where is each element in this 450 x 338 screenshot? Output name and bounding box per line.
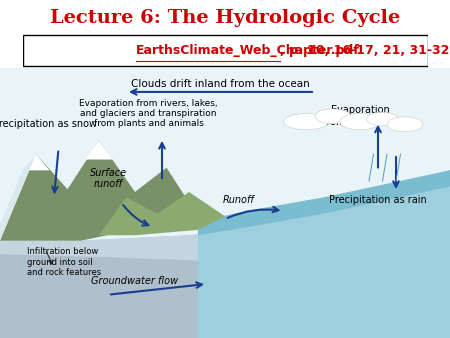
Polygon shape <box>0 154 36 241</box>
Text: Lecture 6: The Hydrologic Cycle: Lecture 6: The Hydrologic Cycle <box>50 9 400 27</box>
Polygon shape <box>198 170 450 338</box>
Text: Precipitation as rain: Precipitation as rain <box>329 195 427 205</box>
Ellipse shape <box>315 109 351 124</box>
Ellipse shape <box>367 112 398 126</box>
Ellipse shape <box>387 117 423 132</box>
Text: , p. 10, 16-17, 21, 31-32, 34: , p. 10, 16-17, 21, 31-32, 34 <box>280 44 450 57</box>
Polygon shape <box>0 68 450 243</box>
Polygon shape <box>198 170 450 235</box>
Text: Surface
runoff: Surface runoff <box>90 168 126 189</box>
Polygon shape <box>0 222 450 338</box>
Text: EarthsClimate_Web_Chapter.pdf: EarthsClimate_Web_Chapter.pdf <box>136 44 360 57</box>
Text: Precipitation as snow: Precipitation as snow <box>0 119 97 129</box>
Text: Runoff: Runoff <box>223 195 254 205</box>
Polygon shape <box>99 192 225 235</box>
FancyBboxPatch shape <box>22 35 427 66</box>
Polygon shape <box>22 154 50 170</box>
Ellipse shape <box>284 114 328 130</box>
Polygon shape <box>0 222 450 262</box>
Text: Infiltration below
ground into soil
and rock features: Infiltration below ground into soil and … <box>27 247 101 277</box>
Ellipse shape <box>340 114 380 130</box>
Polygon shape <box>0 141 198 241</box>
Text: Clouds drift inland from the ocean: Clouds drift inland from the ocean <box>131 79 310 89</box>
Text: Evaporation from rivers, lakes,
and glaciers and transpiration
from plants and a: Evaporation from rivers, lakes, and glac… <box>79 99 218 128</box>
Text: Evaporation
from the ocean: Evaporation from the ocean <box>323 105 397 127</box>
Text: Groundwater flow: Groundwater flow <box>91 276 179 286</box>
Polygon shape <box>86 141 112 160</box>
